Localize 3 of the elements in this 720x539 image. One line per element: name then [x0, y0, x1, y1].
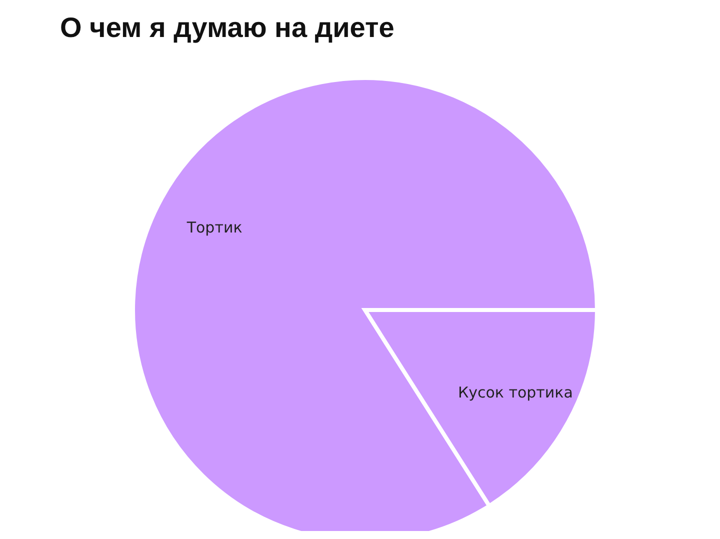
chart-title: О чем я думаю на диете	[60, 12, 394, 44]
slice-label: Кусок тортика	[458, 384, 573, 402]
slice-label: Тортик	[186, 218, 242, 236]
